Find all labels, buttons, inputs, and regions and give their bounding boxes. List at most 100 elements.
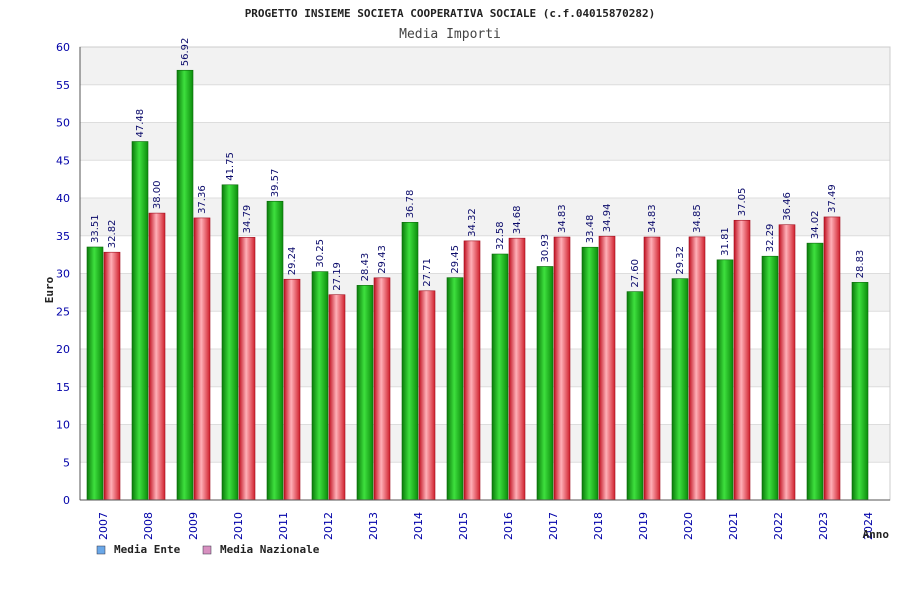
bar-media-nazionale-2015	[463, 240, 481, 501]
y-tick-label: 30	[56, 268, 70, 281]
bar-media-ente-2023	[806, 242, 824, 501]
grid-band	[80, 311, 890, 349]
data-label: 37.36	[197, 185, 208, 214]
bar-media-nazionale-2017	[553, 236, 571, 501]
x-tick-label: 2010	[232, 512, 245, 540]
bar-media-nazionale-2011	[283, 278, 301, 501]
y-tick-label: 25	[56, 305, 70, 318]
bar-media-ente-2019	[626, 291, 644, 501]
bar-media-nazionale-2020	[688, 236, 706, 501]
bar-media-ente-2018	[581, 246, 599, 501]
data-label: 32.29	[765, 224, 776, 253]
bar-media-ente-2008	[131, 141, 149, 501]
y-tick-label: 0	[63, 494, 70, 507]
data-label: 34.32	[467, 208, 478, 237]
bar-media-nazionale-2023	[823, 216, 841, 501]
data-label: 29.43	[377, 245, 388, 274]
grid-band	[80, 160, 890, 198]
data-label: 27.71	[422, 258, 433, 287]
x-tick-label: 2021	[727, 512, 740, 540]
bar-media-nazionale-2018	[598, 235, 616, 501]
grid-band	[80, 273, 890, 312]
data-label: 41.75	[225, 152, 236, 181]
y-tick-label: 40	[56, 192, 70, 205]
bar-media-nazionale-2009	[193, 217, 211, 501]
plot-background	[79, 46, 891, 501]
data-label: 33.51	[90, 214, 101, 243]
bar-media-nazionale-2022	[778, 224, 796, 501]
x-tick-label: 2018	[592, 512, 605, 540]
data-label: 37.05	[737, 188, 748, 217]
data-label: 29.32	[675, 246, 686, 275]
grid-band	[80, 462, 890, 500]
grid-band	[80, 349, 890, 387]
x-tick-label: 2008	[142, 512, 155, 540]
data-label: 34.83	[647, 204, 658, 233]
x-tick-label: 2016	[502, 512, 515, 540]
data-label: 29.45	[450, 245, 461, 274]
x-tick-label: 2007	[97, 512, 110, 540]
bar-media-ente-2021	[716, 259, 734, 501]
grid-band	[80, 386, 890, 425]
x-tick-label: 2014	[412, 512, 425, 540]
y-tick-label: 55	[56, 79, 70, 92]
grid-band	[80, 84, 890, 123]
bar-media-ente-2007	[86, 246, 104, 501]
bar-media-nazionale-2016	[508, 237, 526, 501]
data-label: 37.49	[827, 184, 838, 213]
y-tick-label: 10	[56, 419, 70, 432]
legend-label-media-nazionale: Media Nazionale	[220, 543, 320, 556]
y-tick-label: 50	[56, 117, 70, 130]
legend-swatch-media-ente	[96, 545, 106, 555]
y-tick-label: 35	[56, 230, 70, 243]
data-label: 30.93	[540, 234, 551, 263]
data-label: 39.57	[270, 169, 281, 198]
bar-media-nazionale-2021	[733, 219, 751, 501]
bar-media-nazionale-2010	[238, 237, 256, 501]
x-tick-label: 2019	[637, 512, 650, 540]
grid-band	[80, 198, 890, 236]
data-label: 29.24	[287, 247, 298, 276]
bar-media-nazionale-2008	[148, 212, 166, 501]
bar-media-ente-2024	[851, 282, 869, 501]
data-label: 34.02	[810, 211, 821, 240]
y-axis-ticks: 0 5 10 15 20 25 30 35 40 45 50 55 60	[56, 41, 70, 507]
x-axis-ticks: 2007 2008 2009 2010 2011 2012 2013 2014 2015 2016…	[97, 512, 875, 540]
grid-band	[80, 424, 890, 463]
bar-media-nazionale-2014	[418, 290, 436, 501]
bar-media-ente-2022	[761, 255, 779, 501]
x-tick-label: 2024	[862, 512, 875, 540]
data-label: 28.83	[855, 250, 866, 279]
legend-swatch-media-nazionale	[202, 545, 212, 555]
data-label: 34.79	[242, 205, 253, 234]
chart-subtitle: Media Importi	[399, 27, 501, 42]
x-tick-label: 2022	[772, 512, 785, 540]
data-label: 38.00	[152, 180, 163, 209]
data-label: 34.83	[557, 204, 568, 233]
bars	[86, 69, 869, 501]
x-tick-label: 2017	[547, 512, 560, 540]
x-tick-label: 2015	[457, 512, 470, 540]
data-label: 27.60	[630, 259, 641, 288]
bar-media-ente-2010	[221, 184, 239, 501]
data-label: 47.48	[135, 109, 146, 138]
bar-media-ente-2015	[446, 277, 464, 501]
data-label: 34.94	[602, 204, 613, 233]
bar-media-ente-2017	[536, 266, 554, 501]
data-label: 56.92	[180, 38, 191, 67]
bar-media-ente-2011	[266, 200, 284, 501]
data-label: 32.58	[495, 221, 506, 250]
bar-media-ente-2009	[176, 69, 194, 501]
data-labels: 33.51 32.82 47.48 38.00 56.92 37.36 41.75 34.79…	[90, 38, 866, 291]
data-label: 36.46	[782, 192, 793, 221]
x-axis-label: Anno	[863, 528, 890, 541]
data-label: 27.19	[332, 262, 343, 291]
x-tick-label: 2023	[817, 512, 830, 540]
data-label: 30.25	[315, 239, 326, 268]
y-tick-label: 15	[56, 381, 70, 394]
grid-band	[80, 235, 890, 274]
bar-media-ente-2016	[491, 253, 509, 501]
data-label: 31.81	[720, 227, 731, 256]
grid-band	[80, 122, 890, 161]
